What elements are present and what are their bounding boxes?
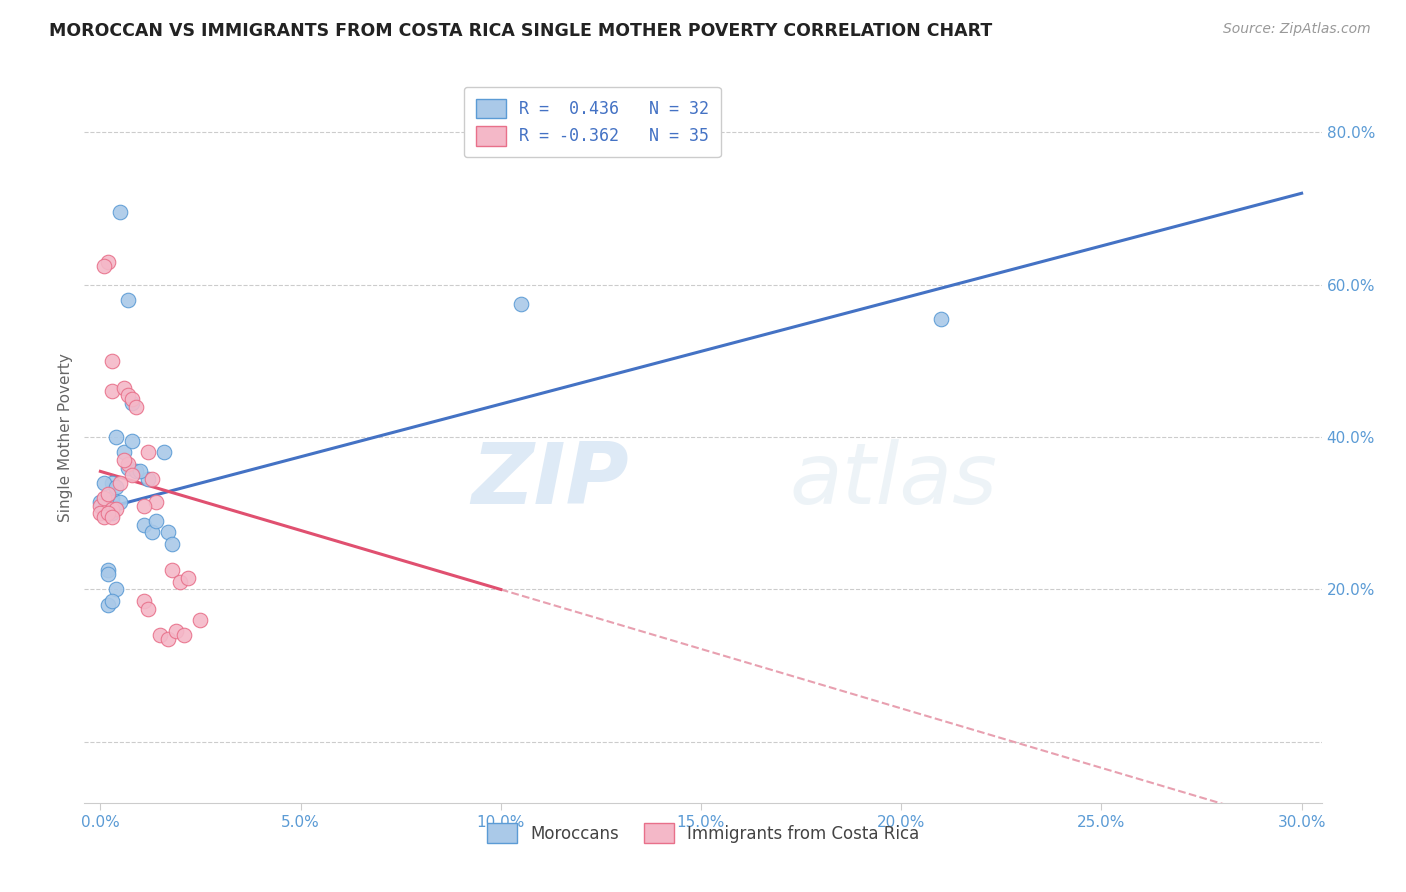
Point <box>110 205 132 219</box>
Point <box>97 506 120 520</box>
Point <box>141 472 163 486</box>
Point <box>97 567 120 582</box>
Point <box>112 445 135 459</box>
Point <box>162 563 184 577</box>
Point <box>157 525 180 540</box>
Point <box>101 384 124 399</box>
Point <box>89 495 111 509</box>
Point <box>89 506 111 520</box>
Point <box>101 495 124 509</box>
Point <box>125 464 148 478</box>
Point <box>93 502 115 516</box>
Point <box>149 628 172 642</box>
Point <box>121 468 143 483</box>
Point <box>141 525 163 540</box>
Point <box>162 537 184 551</box>
Legend: Moroccans, Immigrants from Costa Rica: Moroccans, Immigrants from Costa Rica <box>479 817 927 849</box>
Point <box>169 574 191 589</box>
Point <box>101 594 124 608</box>
Point <box>134 499 156 513</box>
Point <box>97 563 120 577</box>
Point <box>134 517 156 532</box>
Point <box>177 571 200 585</box>
Point <box>93 259 115 273</box>
Point <box>134 594 156 608</box>
Text: atlas: atlas <box>790 440 998 523</box>
Point <box>89 499 111 513</box>
Point <box>145 495 167 509</box>
Point <box>112 380 135 394</box>
Point <box>125 400 148 414</box>
Point <box>129 464 152 478</box>
Point <box>117 388 139 402</box>
Text: Source: ZipAtlas.com: Source: ZipAtlas.com <box>1223 22 1371 37</box>
Point <box>121 434 143 448</box>
Point <box>157 632 180 646</box>
Point <box>105 480 128 494</box>
Point <box>101 354 124 368</box>
Point <box>110 475 132 490</box>
Point <box>173 628 195 642</box>
Point <box>105 582 128 597</box>
Point <box>93 491 115 505</box>
Point <box>117 460 139 475</box>
Point <box>105 502 128 516</box>
Point <box>166 624 188 639</box>
Point <box>93 510 115 524</box>
Text: ZIP: ZIP <box>471 440 628 523</box>
Point <box>145 514 167 528</box>
Point <box>121 396 143 410</box>
Point <box>117 293 139 307</box>
Point <box>117 457 139 471</box>
Point <box>101 475 124 490</box>
Point <box>138 445 160 459</box>
Point <box>105 430 128 444</box>
Point <box>97 487 120 501</box>
Point <box>101 506 124 520</box>
Point <box>101 491 124 505</box>
Point <box>93 475 115 490</box>
Point <box>138 601 160 615</box>
Point <box>110 495 132 509</box>
Point <box>101 502 124 516</box>
Point <box>101 510 124 524</box>
Point <box>509 297 531 311</box>
Point <box>138 472 160 486</box>
Point <box>153 445 176 459</box>
Point <box>190 613 212 627</box>
Text: MOROCCAN VS IMMIGRANTS FROM COSTA RICA SINGLE MOTHER POVERTY CORRELATION CHART: MOROCCAN VS IMMIGRANTS FROM COSTA RICA S… <box>49 22 993 40</box>
Point <box>97 255 120 269</box>
Y-axis label: Single Mother Poverty: Single Mother Poverty <box>58 352 73 522</box>
Point <box>97 598 120 612</box>
Point <box>929 312 952 326</box>
Point <box>121 392 143 406</box>
Point <box>112 453 135 467</box>
